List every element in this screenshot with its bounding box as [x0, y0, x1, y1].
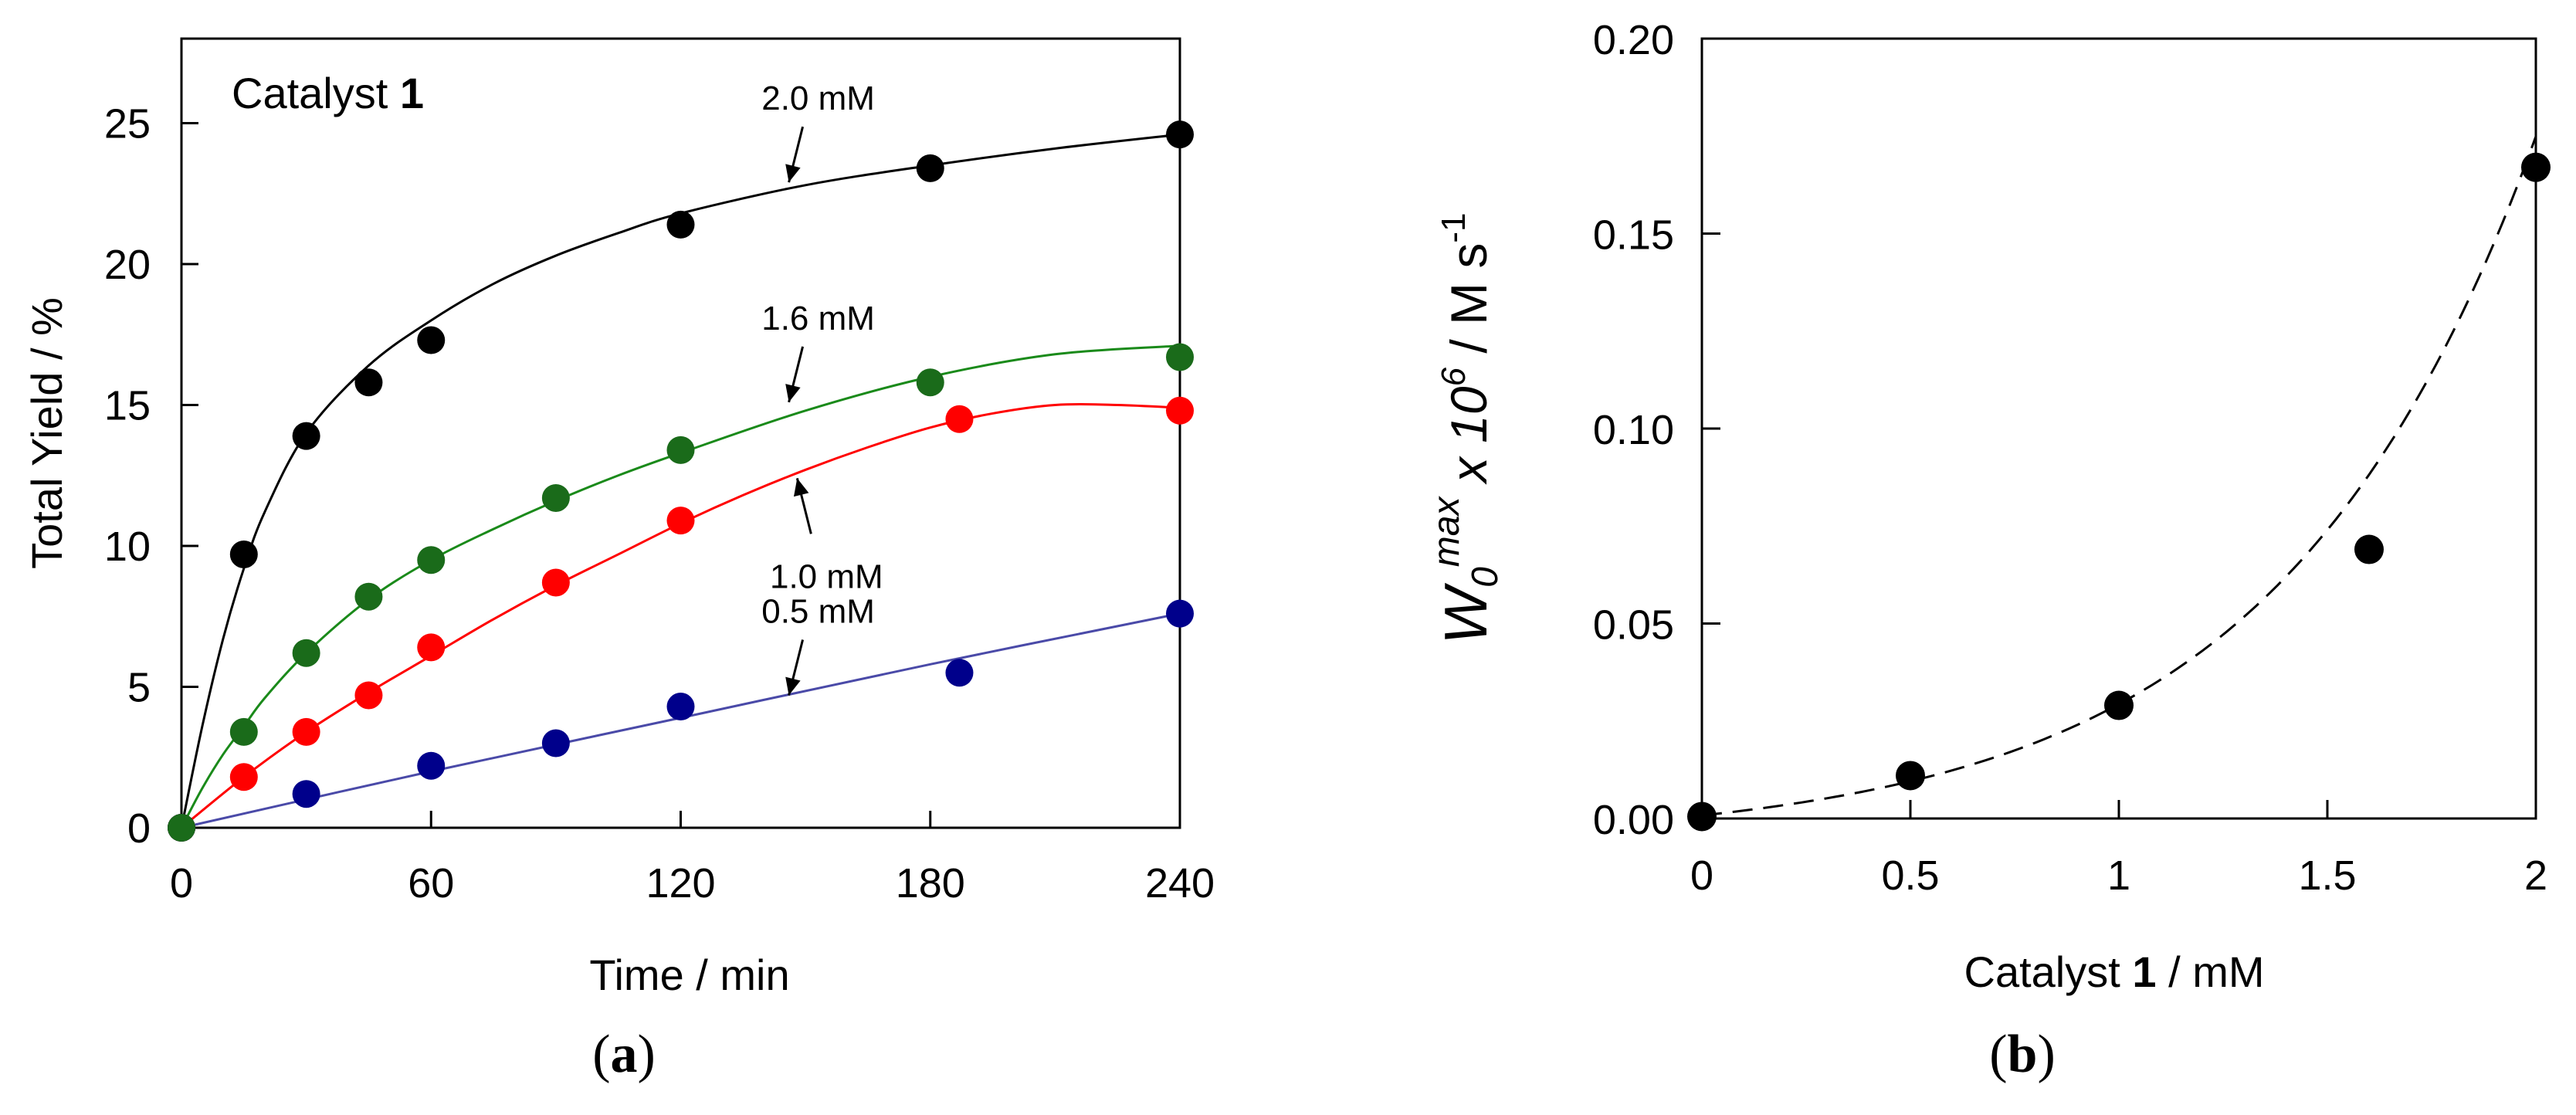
- data-point-a: [666, 435, 695, 464]
- annotation-arrowhead: [785, 384, 801, 402]
- data-point-a: [541, 729, 570, 757]
- ticks-a: 0 60 120 180 240 0 5 10 15 20 25: [104, 101, 1215, 907]
- data-point-b: [2521, 152, 2551, 182]
- x-tick-label-b: 0: [1690, 852, 1713, 899]
- fit-line-a: [180, 133, 1181, 829]
- data-point-a: [292, 639, 320, 667]
- data-point-a: [1166, 396, 1194, 425]
- data-point-a: [354, 582, 383, 611]
- annotation-arrowhead: [785, 164, 801, 183]
- data-point-a: [945, 659, 974, 687]
- data-point-b: [2354, 534, 2384, 564]
- data-point-a: [229, 763, 258, 791]
- y-axis-label-b: W0max x 106 / M s-1: [1426, 212, 1506, 644]
- panel-label-b-letter: b: [2008, 1025, 2038, 1084]
- x-tick-label-a: 60: [408, 860, 454, 907]
- inset-title-a-text: Catalyst: [232, 69, 400, 117]
- chart-a: 0 60 120 180 240 0 5 10 15 20 25 2.0 mM 1.6 mM 1.0 m…: [22, 37, 1215, 1084]
- x-tick-label-a: 180: [896, 860, 965, 907]
- y-label-b-w: W: [1432, 583, 1500, 645]
- y-tick-label-a: 0: [127, 805, 151, 852]
- annotation-arrowhead: [793, 478, 809, 497]
- fit-line-a: [181, 403, 1181, 829]
- data-point-a: [541, 483, 570, 512]
- data-point-a: [417, 633, 446, 662]
- data-point-b: [1687, 802, 1717, 832]
- data-point-a: [292, 422, 320, 450]
- y-label-b-sub: 0: [1465, 567, 1506, 588]
- x-tick-label-a: 0: [170, 860, 193, 907]
- x-tick-label-b: 1: [2107, 852, 2130, 899]
- data-point-a: [1166, 120, 1194, 149]
- y-tick-label-a: 10: [104, 524, 151, 570]
- annotations-a: 2.0 mM 1.6 mM 1.0 mM0.5 mM: [761, 80, 883, 696]
- y-label-b-sup2: 6: [1435, 367, 1473, 386]
- y-tick-label-b: 0.15: [1593, 212, 1674, 259]
- x-axis-label-b-bold: 1: [2132, 947, 2156, 996]
- y-tick-label-b: 0.05: [1593, 602, 1674, 649]
- x-axis-label-b-post: / mM: [2157, 947, 2265, 996]
- data-point-b: [2104, 690, 2134, 720]
- fit-line-a: [180, 344, 1181, 829]
- data-point-a: [292, 717, 320, 746]
- y-tick-label-b: 0.00: [1593, 797, 1674, 843]
- inset-title-a-bold: 1: [400, 69, 424, 117]
- y-label-b-post: / M s: [1440, 243, 1497, 368]
- y-tick-label-b: 0.10: [1593, 407, 1674, 453]
- panel-label-a: (a): [592, 1025, 656, 1084]
- x-tick-label-b: 1.5: [2298, 852, 2356, 899]
- inset-title-a: Catalyst 1: [232, 69, 424, 117]
- data-point-a: [541, 568, 570, 597]
- x-tick-label-a: 240: [1145, 860, 1215, 907]
- x-axis-label-b-pre: Catalyst: [1964, 947, 2133, 996]
- data-point-a: [666, 693, 695, 721]
- y-tick-label-a: 25: [104, 101, 151, 147]
- y-label-b-mid: x 10: [1440, 386, 1497, 496]
- annotation-label: 2.0 mM: [761, 80, 875, 117]
- data-point-a: [229, 540, 258, 568]
- points-a: [168, 120, 1194, 842]
- panel-label-a-letter: a: [611, 1025, 638, 1084]
- y-axis-label-a: Total Yield / %: [22, 297, 71, 569]
- x-tick-label-b: 2: [2524, 852, 2547, 899]
- data-point-b: [1896, 761, 1925, 791]
- data-point-a: [916, 154, 944, 182]
- annotation-label: 0.5 mM: [761, 592, 875, 630]
- fit-line-a: [181, 612, 1181, 829]
- data-point-a: [417, 546, 446, 574]
- data-point-a: [354, 681, 383, 710]
- data-point-a: [417, 326, 446, 354]
- data-point-a: [666, 507, 695, 535]
- y-tick-label-a: 15: [104, 383, 151, 429]
- data-point-a: [1166, 599, 1194, 628]
- panel-label-b: (b): [1989, 1025, 2056, 1084]
- y-tick-label-a: 20: [104, 242, 151, 288]
- chart-b: 0 0.5 1 1.5 2 0.00 0.05 0.10 0.15 0.20 Catalyst 1…: [1426, 17, 2551, 1084]
- data-point-a: [666, 210, 695, 239]
- data-point-a: [417, 751, 446, 780]
- data-point-a: [292, 780, 320, 808]
- data-point-a: [168, 814, 195, 842]
- ticks-b: 0 0.5 1 1.5 2 0.00 0.05 0.10 0.15 0.20: [1593, 17, 2547, 899]
- data-point-a: [945, 405, 974, 433]
- data-point-a: [916, 368, 944, 397]
- y-label-b-sup3: -1: [1435, 212, 1473, 242]
- y-label-b-sup: max: [1426, 496, 1467, 568]
- x-tick-label-b: 0.5: [1881, 852, 1939, 899]
- x-tick-label-a: 120: [646, 860, 715, 907]
- data-point-a: [229, 717, 258, 746]
- annotation-label: 1.0 mM: [770, 558, 883, 595]
- data-point-a: [1166, 343, 1194, 371]
- y-tick-label-b: 0.20: [1593, 17, 1674, 63]
- y-tick-label-a: 5: [127, 665, 151, 711]
- points-b: [1687, 152, 2551, 832]
- x-axis-label-a: Time / min: [589, 951, 789, 999]
- annotation-label: 1.6 mM: [761, 300, 875, 337]
- x-axis-label-b: Catalyst 1 / mM: [1964, 947, 2265, 996]
- data-point-a: [354, 368, 383, 397]
- annotation-arrowhead: [785, 676, 801, 696]
